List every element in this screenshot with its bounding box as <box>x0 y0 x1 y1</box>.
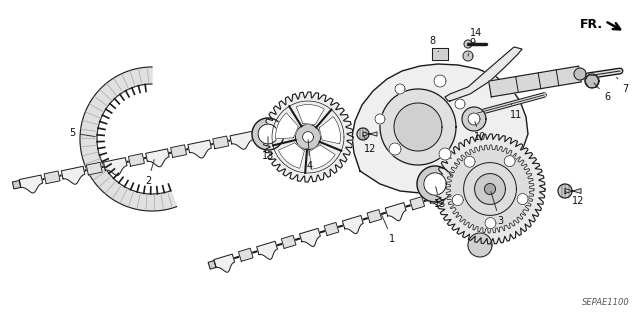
Polygon shape <box>282 235 296 249</box>
Polygon shape <box>585 74 599 88</box>
Polygon shape <box>367 210 381 223</box>
Polygon shape <box>230 131 253 149</box>
Polygon shape <box>463 51 473 61</box>
Polygon shape <box>188 140 211 158</box>
Polygon shape <box>455 99 465 109</box>
Polygon shape <box>214 254 235 272</box>
Text: 11: 11 <box>510 104 522 120</box>
Text: 12: 12 <box>565 191 584 206</box>
Polygon shape <box>352 64 528 194</box>
Polygon shape <box>319 116 340 144</box>
Polygon shape <box>464 40 472 48</box>
Polygon shape <box>258 124 278 144</box>
Polygon shape <box>61 166 85 184</box>
Polygon shape <box>213 136 228 149</box>
Polygon shape <box>424 173 446 195</box>
Polygon shape <box>439 148 451 160</box>
Polygon shape <box>468 233 492 257</box>
Text: 3: 3 <box>491 192 503 226</box>
Polygon shape <box>272 122 296 141</box>
Polygon shape <box>435 134 545 244</box>
Polygon shape <box>276 113 298 139</box>
Polygon shape <box>363 132 377 136</box>
Polygon shape <box>417 166 453 202</box>
Polygon shape <box>257 241 278 259</box>
Polygon shape <box>252 118 284 150</box>
Polygon shape <box>428 190 449 208</box>
Polygon shape <box>395 84 405 94</box>
Text: FR.: FR. <box>580 18 603 31</box>
Text: 13: 13 <box>434 187 446 209</box>
Polygon shape <box>389 143 401 155</box>
Text: SEPAE1100: SEPAE1100 <box>582 298 630 307</box>
Polygon shape <box>296 105 324 124</box>
Polygon shape <box>394 103 442 151</box>
Polygon shape <box>303 132 314 142</box>
Polygon shape <box>12 181 20 189</box>
Text: 9: 9 <box>468 38 475 56</box>
Polygon shape <box>410 197 424 210</box>
Polygon shape <box>278 143 304 168</box>
Polygon shape <box>375 114 385 124</box>
Polygon shape <box>447 189 455 197</box>
Text: 12: 12 <box>364 137 376 154</box>
Polygon shape <box>468 113 480 125</box>
Text: 10: 10 <box>474 122 486 142</box>
Polygon shape <box>310 145 335 169</box>
Polygon shape <box>294 122 303 130</box>
Polygon shape <box>432 48 448 60</box>
Polygon shape <box>464 156 475 167</box>
Text: 8: 8 <box>429 36 438 52</box>
Polygon shape <box>485 218 496 229</box>
Text: 14: 14 <box>468 28 482 44</box>
Polygon shape <box>146 149 169 167</box>
Text: 7: 7 <box>616 77 628 94</box>
Polygon shape <box>300 228 321 247</box>
Polygon shape <box>446 145 534 233</box>
Polygon shape <box>80 67 177 211</box>
Polygon shape <box>445 47 522 101</box>
Polygon shape <box>208 261 216 269</box>
Polygon shape <box>475 174 506 204</box>
Polygon shape <box>263 92 353 182</box>
Polygon shape <box>44 171 60 184</box>
Polygon shape <box>434 75 446 87</box>
Polygon shape <box>342 215 364 234</box>
Polygon shape <box>385 203 406 221</box>
Polygon shape <box>239 248 253 261</box>
Text: 6: 6 <box>594 83 610 102</box>
Polygon shape <box>129 153 145 166</box>
Text: 1: 1 <box>381 213 395 244</box>
Polygon shape <box>517 194 528 204</box>
Text: 2: 2 <box>145 160 154 186</box>
Polygon shape <box>324 222 339 235</box>
Polygon shape <box>504 156 515 167</box>
Polygon shape <box>565 189 581 193</box>
Polygon shape <box>171 145 186 158</box>
Polygon shape <box>255 127 271 140</box>
Polygon shape <box>104 158 127 175</box>
Polygon shape <box>484 183 495 195</box>
Polygon shape <box>574 68 586 80</box>
Polygon shape <box>452 195 463 205</box>
Polygon shape <box>296 124 321 150</box>
Text: 4: 4 <box>307 140 313 171</box>
Polygon shape <box>357 128 369 140</box>
Polygon shape <box>462 107 486 131</box>
Polygon shape <box>86 162 102 175</box>
Polygon shape <box>380 89 456 165</box>
Polygon shape <box>558 184 572 198</box>
Text: 5: 5 <box>69 128 95 138</box>
Text: 13: 13 <box>262 137 274 161</box>
Polygon shape <box>489 66 581 97</box>
Polygon shape <box>19 175 43 193</box>
